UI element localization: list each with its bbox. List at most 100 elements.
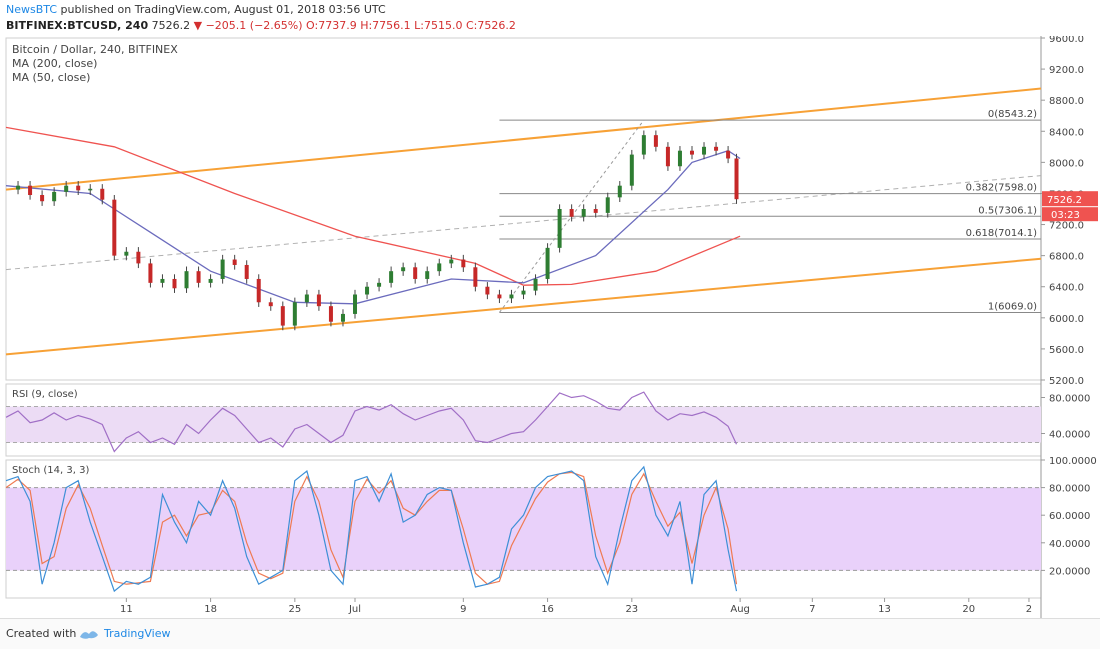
y-tick-label: 6800.0 [1049,252,1084,263]
candle-body [533,278,538,291]
price-tag-label: 7526.2 [1047,195,1082,206]
candle-body [497,294,502,299]
down-arrow-icon: ▼ [193,19,203,32]
tradingview-link[interactable]: TradingView [104,627,171,640]
chart-header: NewsBTC published on TradingView.com, Au… [0,0,1100,36]
stoch-d-line [5,471,738,585]
candle-body [653,135,658,147]
y-tick-label: 9200.0 [1049,65,1084,76]
candle-body [208,278,213,283]
x-tick-label: 13 [878,604,891,615]
y-tick-label: 5200.0 [1049,376,1084,387]
y-tick-label: 6400.0 [1049,283,1084,294]
candle-body [629,154,634,186]
candle-body [593,209,598,213]
candle-body [304,294,309,303]
time-tag-label: 03:23 [1051,210,1080,221]
rsi-band [6,406,1041,443]
candle-body [280,306,285,326]
candle-body [581,209,586,217]
candle-body [112,199,117,256]
candle-body [172,278,177,289]
stoch-y-tick-label: 40.0000 [1049,539,1090,550]
rsi-line [5,391,738,453]
publish-line: NewsBTC published on TradingView.com, Au… [6,3,386,16]
trendline-upper-channel [5,87,1042,191]
publisher-name[interactable]: NewsBTC [6,3,58,16]
fib-label: 0.618(7014.1) [966,228,1038,239]
x-tick-label: 18 [204,604,217,615]
x-tick-label: 25 [288,604,301,615]
x-tick-label: 23 [625,604,638,615]
stoch-y-tick-label: 60.0000 [1049,511,1090,522]
stoch-y-tick-label: 80.0000 [1049,484,1090,495]
rsi-title: RSI (9, close) [12,389,78,400]
candle-body [677,150,682,167]
quote-line: BITFINEX:BTCUSD, 240 7526.2 ▼ −205.1 (−2… [6,19,516,32]
chart-canvas[interactable]: 9600.09200.08800.08400.08000.07600.07200… [0,36,1100,618]
candle-body [689,150,694,155]
candle-body [545,247,550,279]
candle-body [88,188,93,191]
rsi-y-tick-label: 40.0000 [1049,430,1090,441]
y-tick-label: 8400.0 [1049,127,1084,138]
candle-body [64,185,69,192]
candle-body [52,191,57,202]
candle-body [641,135,646,155]
price-tag-box [1042,191,1098,207]
candle-body [244,264,249,279]
ma50-legend: MA (50, close) [12,71,90,84]
y-tick-label: 7200.0 [1049,221,1084,232]
candle-body [521,290,526,295]
candle-body [557,209,562,248]
main-chart-title: Bitcoin / Dollar, 240, BITFINEX [12,43,178,56]
candle-body [268,302,273,307]
candle-body [425,271,430,279]
x-tick-label: 11 [120,604,133,615]
footer-bar: Created with TradingView [0,618,1100,649]
x-tick-label: Aug [730,604,750,615]
trendline-midline [5,175,1042,271]
x-tick-label: Jul [348,604,361,615]
candle-body [473,267,478,287]
last-price: 7526.2 [151,19,191,32]
fib-label: 0(8543.2) [988,109,1037,120]
candle-body [16,185,21,190]
candle-body [124,251,129,256]
stoch-k-line [5,465,738,593]
stoch-y-tick-label: 100.0000 [1049,456,1097,467]
candle-body [136,251,141,264]
published-text: published on TradingView.com, August 01,… [60,3,386,16]
candle-body [40,195,45,202]
candle-body [461,259,466,268]
x-tick-label: 2 [1026,604,1032,615]
created-with-text: Created with [6,627,77,640]
symbol-label: BITFINEX:BTCUSD, 240 [6,19,149,32]
fib-label: 0.5(7306.1) [978,205,1037,216]
y-tick-label: 6000.0 [1049,314,1084,325]
candle-body [509,294,514,299]
rsi-y-tick-label: 80.0000 [1049,394,1090,405]
candle-body [437,263,442,272]
candle-body [389,271,394,283]
fib-label: 0.382(7598.0) [966,183,1038,194]
ohlc-values: O:7737.9 H:7756.1 L:7515.0 C:7526.2 [306,19,516,32]
candle-body [196,271,201,283]
candle-body [292,302,297,326]
x-tick-label: 7 [809,604,815,615]
x-tick-label: 9 [460,604,466,615]
ma50-line [5,149,741,305]
candle-body [714,146,719,151]
x-tick-label: 16 [541,604,554,615]
candle-body [100,188,105,200]
stoch-y-tick-label: 20.0000 [1049,566,1090,577]
candle-body [617,185,622,198]
stoch-title: Stoch (14, 3, 3) [12,465,89,476]
candle-body [702,146,707,155]
candle-body [365,286,370,295]
tradingview-logo-icon[interactable] [78,625,100,641]
candle-body [256,278,261,303]
y-tick-label: 8000.0 [1049,158,1084,169]
candle-body [401,267,406,272]
price-change: −205.1 (−2.65%) [205,19,303,32]
